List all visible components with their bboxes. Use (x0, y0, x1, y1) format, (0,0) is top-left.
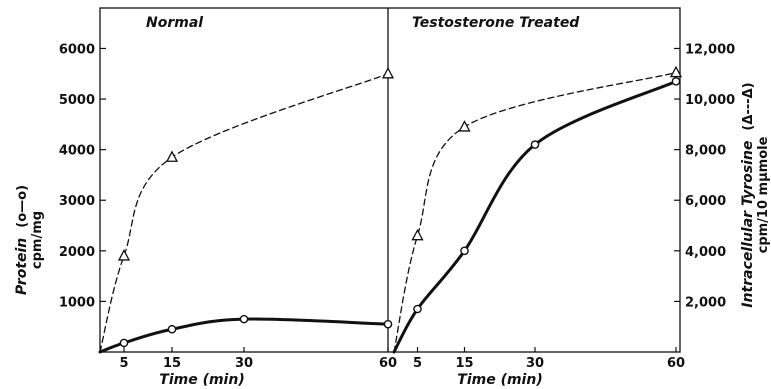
x-tick-label: 15 (163, 356, 181, 371)
left-tick-label: 2000 (59, 245, 95, 260)
right-tick-label: 6,000 (685, 194, 726, 209)
right-axis-unit: cpm/10 mµmole (756, 136, 771, 253)
left-tick-label: 3000 (59, 194, 95, 209)
series-line-triangle-panel-0 (99, 73, 389, 353)
left-axis-label: Protein (14, 238, 30, 295)
data-point-triangle (165, 150, 179, 162)
svg-text:Intracellular Tyrosine (: Intracellular Tyrosine (Δ---Δ) (739, 82, 756, 307)
x-axis-title-normal: Time (min) (159, 372, 244, 388)
svg-text:Protein (o—o): Protein (o—o) (13, 185, 30, 295)
right-tick-label: 12,000 (685, 42, 735, 57)
series-layer (98, 71, 678, 354)
series-line-circle-panel-1 (392, 79, 678, 354)
ticks-layer: 1000 2000 3000 4000 5000 6000 2,000 4,000 6,000 8… (59, 42, 735, 371)
left-tick-label: 5000 (59, 93, 95, 108)
right-tick-label: 4,000 (685, 245, 726, 260)
data-point-circle (383, 319, 393, 329)
data-point-triangle (117, 249, 131, 261)
x-tick-label: 30 (526, 356, 544, 371)
right-axis-title: Intracellular Tyrosine (Δ---Δ) cpm/10 mµ… (739, 82, 771, 307)
right-tick-label: 2,000 (685, 295, 726, 310)
data-point-circle (119, 338, 129, 348)
left-tick-label: 4000 (59, 144, 95, 159)
x-tick-label: 15 (455, 356, 473, 371)
data-point-circle (239, 314, 249, 324)
data-point-triangle (381, 66, 395, 79)
data-point-circle (167, 324, 177, 334)
x-tick-label: 5 (119, 356, 128, 371)
data-point-circle (413, 304, 422, 314)
x-tick-label: 5 (413, 356, 422, 371)
right-tick-label: 8,000 (685, 144, 726, 159)
series-line-circle-panel-0 (98, 317, 390, 354)
data-point-triangle (411, 228, 424, 241)
data-point-triangle (669, 65, 683, 78)
left-tick-label: 1000 (59, 295, 95, 310)
right-tick-label: 10,000 (685, 93, 735, 108)
panel-title-normal: Normal (146, 15, 203, 31)
x-tick-label: 60 (379, 356, 397, 371)
data-point-circle (671, 77, 681, 86)
right-axis-legend-symbol: (Δ---Δ) (741, 82, 756, 130)
data-point-triangle (458, 120, 471, 132)
data-point-circle (460, 246, 469, 256)
x-tick-label: 30 (235, 356, 253, 371)
plot-frame (99, 7, 681, 353)
panel-title-treated: Testosterone Treated (412, 15, 580, 31)
right-axis-label: Intracellular Tyrosine (740, 141, 756, 308)
series-line-triangle-panel-1 (393, 71, 677, 353)
markers-layer (117, 65, 683, 348)
x-axis-title-treated: Time (min) (457, 372, 542, 388)
left-axis-unit: cpm/mg (30, 211, 45, 269)
x-tick-label: 60 (667, 356, 685, 371)
left-axis-legend-symbol: (o—o) (15, 185, 30, 228)
left-axis-title: Protein (o—o) cpm/mg (13, 185, 45, 295)
data-point-circle (530, 140, 540, 149)
left-tick-label: 6000 (59, 42, 95, 57)
